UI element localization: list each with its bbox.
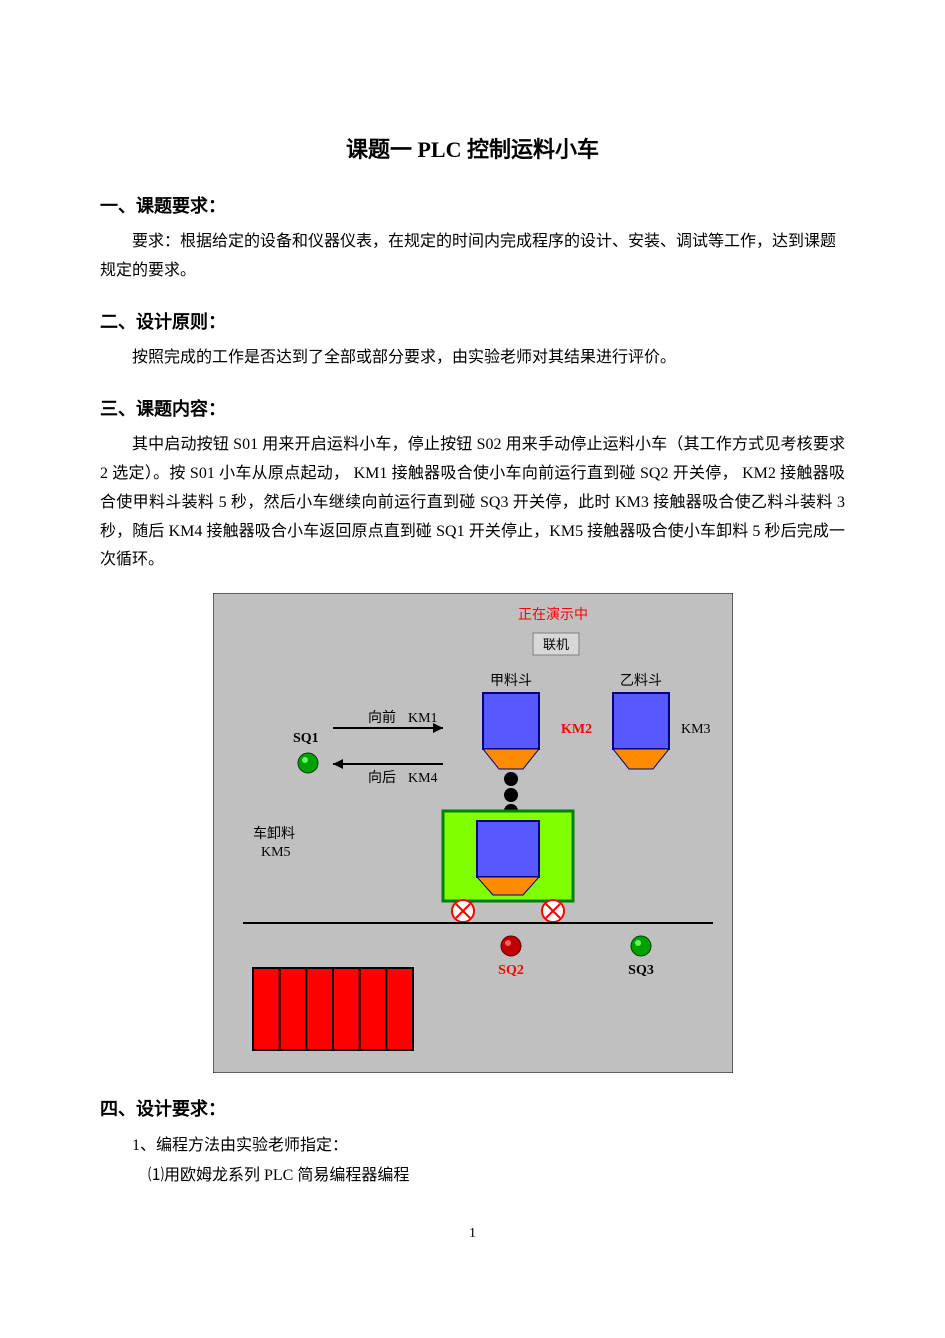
svg-text:向后: 向后 bbox=[368, 770, 396, 786]
section3-heading: 三、课题内容： bbox=[100, 393, 845, 425]
svg-text:KM3: KM3 bbox=[681, 722, 711, 737]
section1-heading: 一、课题要求： bbox=[100, 190, 845, 222]
svg-text:车卸料: 车卸料 bbox=[253, 825, 295, 842]
svg-text:甲料斗: 甲料斗 bbox=[490, 673, 532, 689]
svg-text:正在演示中: 正在演示中 bbox=[518, 607, 588, 623]
section4-heading: 四、设计要求： bbox=[100, 1093, 845, 1125]
svg-text:联机: 联机 bbox=[542, 637, 568, 652]
section3-body: 其中启动按钮 S01 用来开启运料小车，停止按钮 S02 用来手动停止运料小车（… bbox=[100, 431, 845, 575]
page-number: 1 bbox=[100, 1221, 845, 1246]
svg-text:SQ2: SQ2 bbox=[498, 963, 524, 978]
page-title: 课题一 PLC 控制运料小车 bbox=[100, 130, 845, 170]
svg-text:乙料斗: 乙料斗 bbox=[620, 673, 662, 689]
svg-text:KM4: KM4 bbox=[408, 771, 438, 786]
section4-item1-1: ⑴用欧姆龙系列 PLC 简易编程器编程 bbox=[100, 1162, 845, 1191]
diagram-svg: 正在演示中联机甲料斗 KM2 乙料斗 KM3 向前 KM1 向后 KM4 SQ1 车卸料 KM5 SQ… bbox=[213, 593, 733, 1073]
section4-item1: 1、编程方法由实验老师指定： bbox=[100, 1132, 845, 1161]
section1-body: 要求：根据给定的设备和仪器仪表，在规定的时间内完成程序的设计、安装、调试等工作，… bbox=[100, 228, 845, 286]
svg-text:向前: 向前 bbox=[368, 709, 396, 726]
section2-body: 按照完成的工作是否达到了全部或部分要求，由实验老师对其结果进行评价。 bbox=[100, 344, 845, 373]
svg-text:SQ3: SQ3 bbox=[628, 963, 654, 978]
plc-diagram: 正在演示中联机甲料斗 KM2 乙料斗 KM3 向前 KM1 向后 KM4 SQ1 车卸料 KM5 SQ… bbox=[213, 593, 733, 1073]
svg-text:SQ1: SQ1 bbox=[293, 731, 319, 746]
svg-text:KM1: KM1 bbox=[408, 711, 438, 726]
svg-text:KM2: KM2 bbox=[561, 722, 592, 737]
section2-heading: 二、设计原则： bbox=[100, 306, 845, 338]
svg-text:KM5: KM5 bbox=[261, 845, 291, 860]
